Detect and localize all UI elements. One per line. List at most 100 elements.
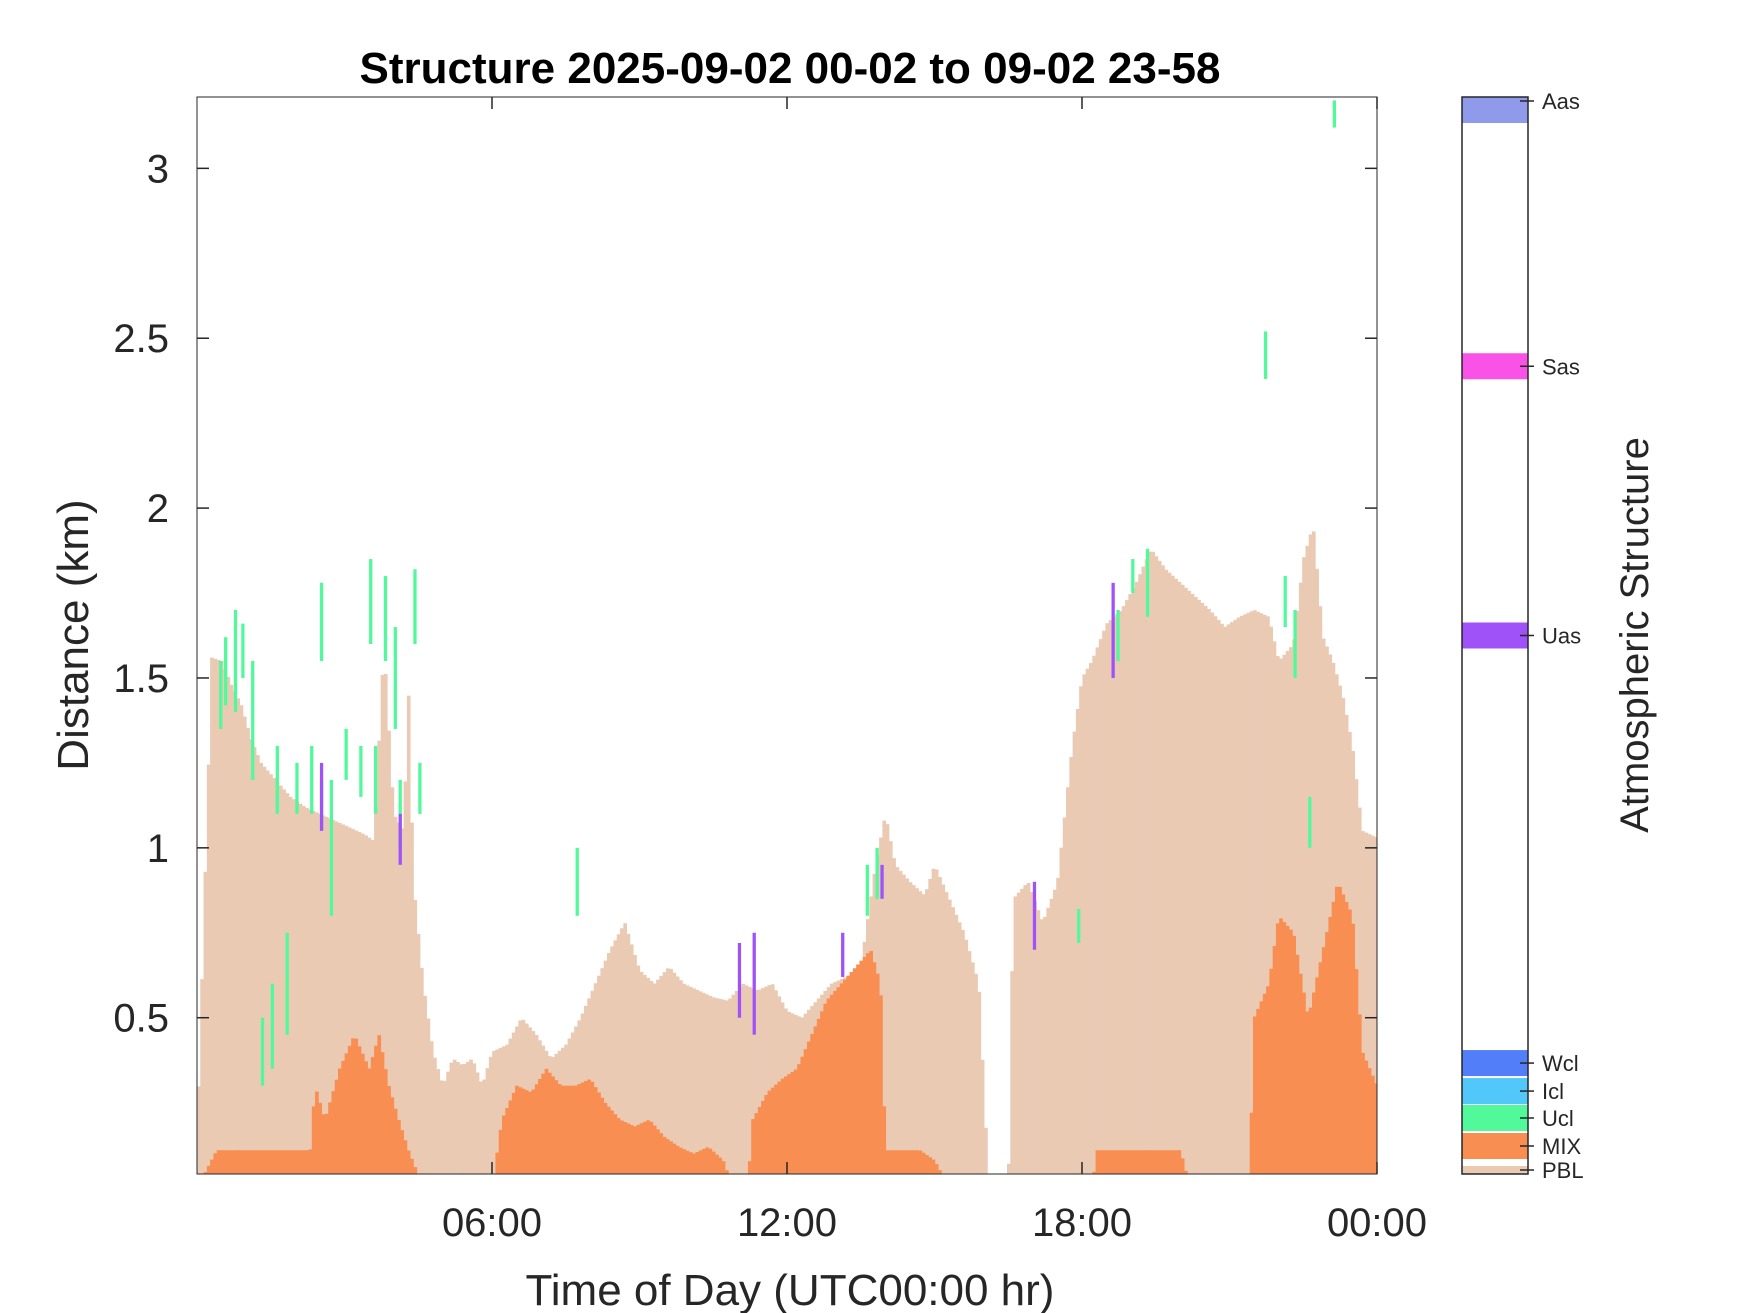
mix-column [334,1079,339,1174]
mix-column [1318,962,1323,1174]
mix-column [1361,1053,1365,1174]
pbl-column [947,899,952,1174]
mix-column [318,1102,323,1174]
pbl-column [1098,639,1103,1174]
mix-column [718,1157,723,1174]
pbl-column [662,972,667,1174]
mix-column [934,1164,939,1174]
mix-column [305,1150,309,1174]
pbl-column [600,968,605,1174]
mix-column [1108,1150,1113,1174]
pbl-column [278,785,283,1174]
mix-column [806,1041,811,1174]
mix-column [879,995,883,1174]
mix-column [1354,969,1359,1174]
mix-column [554,1080,559,1174]
y-tick-label: 1 [147,827,169,871]
mix-column [210,1159,214,1174]
ucl-segment [418,762,422,814]
mix-column [695,1151,700,1174]
mix-column [643,1121,647,1174]
pbl-column [1072,731,1077,1174]
mix-column [351,1038,355,1174]
pbl-column [1056,877,1060,1174]
mix-column [256,1150,260,1174]
mix-column [1128,1150,1133,1174]
pbl-column [1026,882,1031,1174]
pbl-column [1079,686,1083,1174]
mix-column [400,1130,405,1174]
pbl-column [488,1056,493,1174]
mix-column [724,1170,729,1174]
pbl-column [420,967,424,1174]
mix-column [1256,1008,1260,1174]
mix-column [921,1152,926,1174]
pbl-column [626,933,631,1174]
pbl-column [1292,639,1297,1174]
cloud-layer [219,100,1337,1086]
mix-column [1164,1150,1169,1174]
mix-column [1302,992,1306,1174]
pbl-column [239,705,244,1174]
ucl-segment [1077,908,1081,943]
pbl-column [961,929,965,1174]
pbl-column [1102,630,1106,1174]
pbl-column [957,922,962,1174]
uas-segment [737,942,742,1018]
mix-column [1105,1150,1110,1174]
mix-column [675,1145,680,1174]
pbl-column [1062,817,1067,1174]
mix-column [1348,909,1352,1174]
pbl-column [1095,647,1100,1174]
mix-column [1266,986,1270,1174]
mix-column [233,1150,237,1174]
pbl-column [406,695,411,1174]
mix-column [685,1150,690,1174]
pbl-column [1092,655,1096,1174]
pbl-column [387,730,391,1174]
mix-column [777,1081,782,1174]
mix-column [1305,1011,1310,1174]
mix-column [662,1136,667,1174]
mix-column [1141,1150,1146,1174]
mix-column [885,1150,890,1174]
mix-column [918,1150,923,1174]
pbl-column [429,1041,434,1174]
pbl-column [1252,610,1257,1174]
pbl-column [1367,834,1372,1174]
mix-column [862,956,867,1174]
mix-column [377,1035,382,1174]
mix-column [813,1026,818,1174]
mix-column [1180,1158,1185,1174]
pbl-column [1243,614,1247,1174]
pbl-column [1282,654,1287,1174]
mix-column [338,1068,342,1174]
pbl-column [492,1050,496,1174]
mix-column [767,1090,772,1174]
mix-column [892,1150,896,1174]
pbl-column [311,810,316,1174]
mix-column [1282,922,1287,1174]
pbl-column [908,882,913,1174]
mix-column [774,1084,778,1174]
pbl-column [1220,623,1224,1174]
mix-column [1312,992,1316,1174]
mix-column [800,1056,805,1174]
mix-column [721,1161,726,1174]
mix-column [816,1018,821,1174]
mix-column [875,973,880,1174]
pbl-column [360,833,365,1174]
mix-column [236,1150,241,1174]
pbl-column [1246,612,1251,1174]
mix-column [1174,1150,1178,1174]
mix-column [820,1011,824,1174]
mix-column [390,1097,395,1174]
pbl-column [482,1079,486,1174]
pbl-column [1125,600,1129,1174]
pbl-column [1216,620,1221,1174]
pbl-column [295,801,300,1174]
mix-column [1331,901,1336,1174]
pbl-column [934,869,939,1174]
mix-column [1102,1150,1106,1174]
pbl-column [652,983,657,1174]
